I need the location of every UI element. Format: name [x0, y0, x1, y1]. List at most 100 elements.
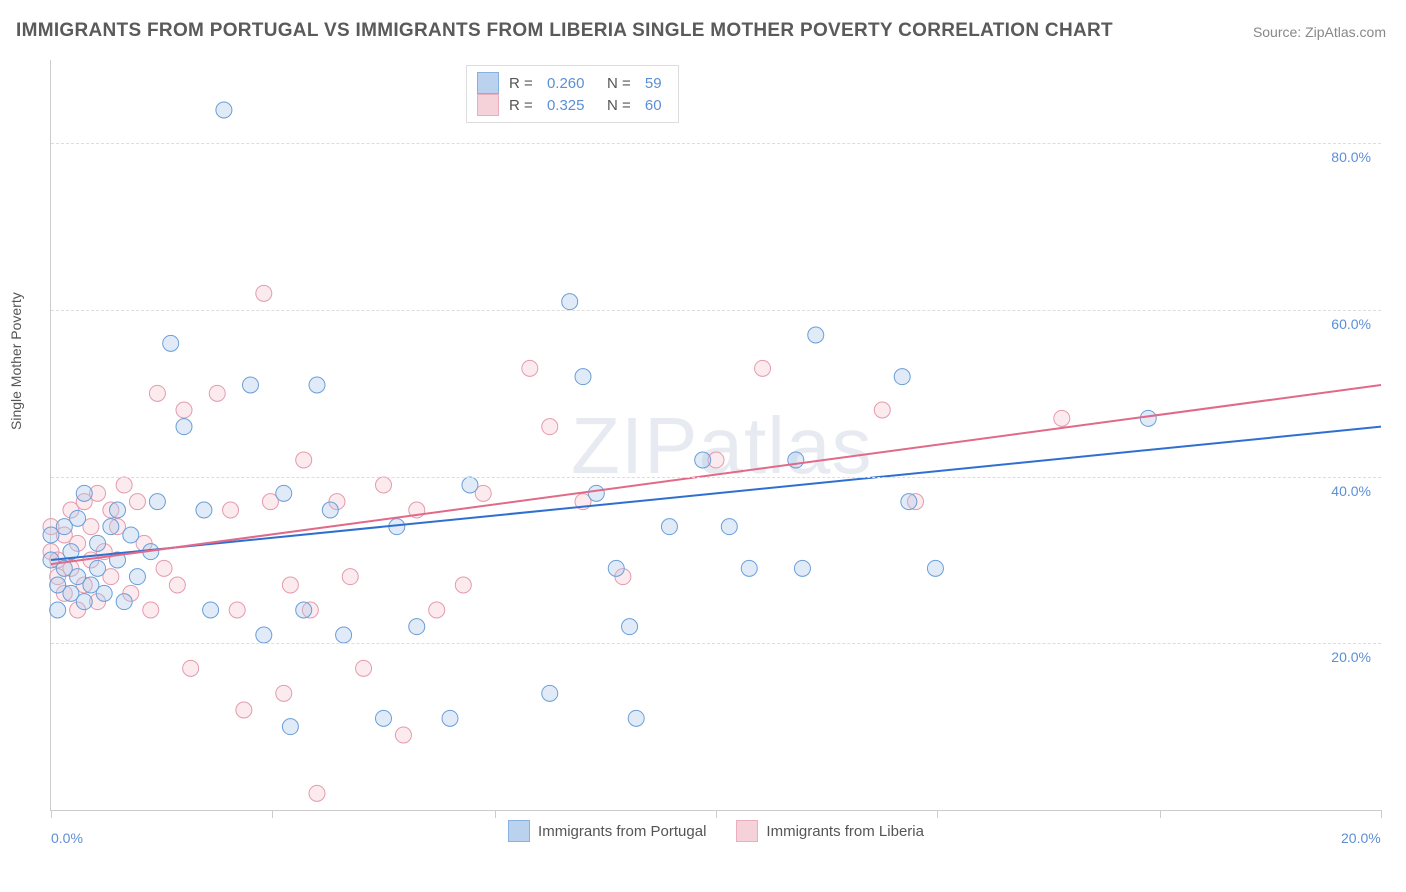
portugal-point — [103, 519, 119, 535]
grid-line — [51, 643, 1381, 644]
r-value: 0.260 — [547, 75, 585, 92]
liberia-point — [129, 494, 145, 510]
portugal-point — [1140, 410, 1156, 426]
portugal-point — [116, 594, 132, 610]
legend-swatch — [477, 94, 499, 116]
liberia-trend-line — [51, 385, 1381, 564]
legend-series-label: Immigrants from Liberia — [766, 823, 924, 840]
y-tick-label: 60.0% — [1331, 316, 1371, 332]
portugal-point — [608, 560, 624, 576]
x-tick — [272, 810, 273, 818]
liberia-point — [342, 569, 358, 585]
portugal-point — [695, 452, 711, 468]
liberia-point — [395, 727, 411, 743]
x-tick — [937, 810, 938, 818]
portugal-point — [741, 560, 757, 576]
portugal-point — [216, 102, 232, 118]
portugal-point — [376, 710, 392, 726]
liberia-point — [755, 360, 771, 376]
liberia-point — [874, 402, 890, 418]
y-tick-label: 20.0% — [1331, 649, 1371, 665]
liberia-point — [296, 452, 312, 468]
legend-series-item: Immigrants from Liberia — [736, 820, 924, 842]
liberia-point — [309, 785, 325, 801]
liberia-point — [183, 660, 199, 676]
portugal-point — [927, 560, 943, 576]
portugal-point — [76, 594, 92, 610]
r-label: R = — [509, 75, 537, 92]
portugal-point — [163, 335, 179, 351]
liberia-point — [176, 402, 192, 418]
portugal-point — [588, 485, 604, 501]
portugal-point — [794, 560, 810, 576]
grid-line — [51, 477, 1381, 478]
portugal-point — [309, 377, 325, 393]
liberia-point — [256, 285, 272, 301]
liberia-point — [356, 660, 372, 676]
n-value: 59 — [645, 75, 662, 92]
portugal-point — [442, 710, 458, 726]
portugal-point — [721, 519, 737, 535]
liberia-point — [429, 602, 445, 618]
x-tick-label: 20.0% — [1341, 830, 1381, 846]
liberia-point — [522, 360, 538, 376]
x-tick — [1160, 810, 1161, 818]
portugal-point — [661, 519, 677, 535]
y-tick-label: 40.0% — [1331, 483, 1371, 499]
portugal-point — [203, 602, 219, 618]
y-tick-label: 80.0% — [1331, 149, 1371, 165]
y-axis-label: Single Mother Poverty — [8, 292, 24, 430]
r-label: R = — [509, 97, 537, 114]
portugal-point — [129, 569, 145, 585]
liberia-point — [229, 602, 245, 618]
n-label: N = — [594, 97, 634, 114]
portugal-point — [462, 477, 478, 493]
chart-svg — [51, 60, 1381, 810]
liberia-point — [223, 502, 239, 518]
portugal-point — [788, 452, 804, 468]
x-tick-label: 0.0% — [51, 830, 83, 846]
portugal-point — [901, 494, 917, 510]
source-label: Source: ZipAtlas.com — [1253, 24, 1386, 40]
legend-swatch — [736, 820, 758, 842]
liberia-point — [455, 577, 471, 593]
portugal-point — [76, 485, 92, 501]
portugal-point — [123, 527, 139, 543]
liberia-point — [143, 602, 159, 618]
portugal-point — [256, 627, 272, 643]
portugal-point — [243, 377, 259, 393]
portugal-point — [622, 619, 638, 635]
portugal-point — [110, 502, 126, 518]
plot-area: ZIPatlas R = 0.260 N = 59R = 0.325 N = 6… — [50, 60, 1381, 811]
legend-series-label: Immigrants from Portugal — [538, 823, 706, 840]
liberia-point — [376, 477, 392, 493]
legend-series-item: Immigrants from Portugal — [508, 820, 706, 842]
liberia-point — [542, 419, 558, 435]
portugal-point — [894, 369, 910, 385]
legend-swatch — [508, 820, 530, 842]
series-legend: Immigrants from Portugal Immigrants from … — [51, 820, 1381, 842]
portugal-point — [575, 369, 591, 385]
liberia-point — [276, 685, 292, 701]
x-tick — [716, 810, 717, 818]
r-value: 0.325 — [547, 97, 585, 114]
grid-line — [51, 310, 1381, 311]
liberia-point — [282, 577, 298, 593]
legend-swatch — [477, 72, 499, 94]
n-value: 60 — [645, 97, 662, 114]
liberia-point — [116, 477, 132, 493]
portugal-point — [562, 294, 578, 310]
portugal-point — [70, 510, 86, 526]
x-tick — [495, 810, 496, 818]
portugal-point — [628, 710, 644, 726]
portugal-point — [296, 602, 312, 618]
liberia-point — [1054, 410, 1070, 426]
n-label: N = — [594, 75, 634, 92]
portugal-trend-line — [51, 427, 1381, 560]
grid-line — [51, 143, 1381, 144]
stats-legend: R = 0.260 N = 59 R = 0.325 N = 60 — [466, 65, 679, 123]
portugal-point — [50, 602, 66, 618]
portugal-point — [409, 619, 425, 635]
portugal-point — [276, 485, 292, 501]
portugal-point — [322, 502, 338, 518]
